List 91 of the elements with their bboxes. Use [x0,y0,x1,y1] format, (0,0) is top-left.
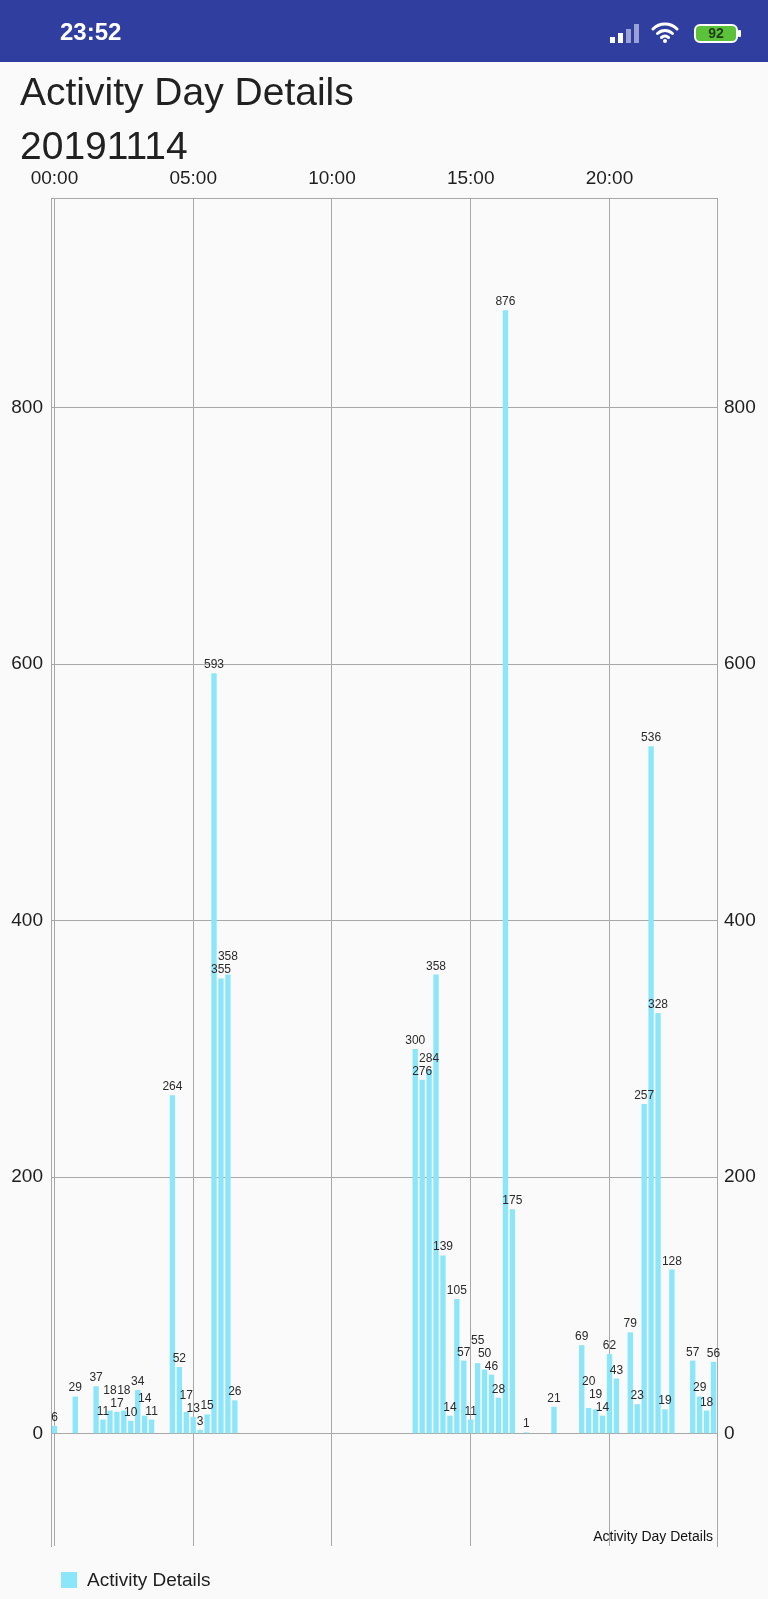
data-label: 23 [630,1388,645,1403]
data-label: 358 [426,958,447,973]
data-label: 3 [196,1413,204,1428]
data-label: 11 [145,1403,159,1418]
data-label: 69 [575,1329,589,1344]
x-tick-label: 10:00 [308,166,356,188]
y-tick-label: 400 [11,908,43,930]
bar [613,1378,620,1434]
data-label: 593 [204,657,225,672]
data-label: 17 [179,1388,194,1402]
data-label: 50 [477,1345,492,1360]
status-bar: 23:52 92 [0,0,768,62]
data-label: 29 [68,1380,83,1395]
chart-title: Activity Day Details [20,69,354,115]
data-label: 14 [443,1399,457,1414]
y2-tick-label: 600 [724,652,756,674]
data-label: 57 [457,1344,471,1359]
data-label: 358 [217,949,239,964]
data-label: 10 [124,1404,138,1419]
bar [72,1396,78,1434]
x-tick-label: 05:00 [169,166,217,188]
y-tick-label: 800 [11,396,43,418]
y2-tick-label: 200 [724,1165,756,1187]
data-label: 128 [661,1253,683,1268]
y-tick-label: 0 [32,1421,43,1443]
bar [509,1209,516,1434]
x-tick-label: 00:00 [30,166,79,188]
y-tick-label: 600 [11,652,43,674]
data-label: 175 [502,1193,523,1208]
bar [551,1406,557,1434]
data-label: 26 [228,1384,242,1399]
bar [495,1397,502,1434]
y2-tick-label: 800 [724,396,756,418]
data-label: 18 [103,1382,117,1397]
data-label: 257 [634,1088,655,1103]
data-label: 1 [522,1416,530,1431]
data-label: 55 [470,1332,485,1347]
data-label: 11 [96,1403,110,1418]
bar [599,1415,606,1434]
data-label: 328 [648,997,669,1012]
data-label: 28 [491,1381,506,1396]
x-tick-label: 20:00 [585,166,634,188]
data-label: 19 [588,1386,603,1401]
data-label: 18 [699,1394,714,1409]
bar [585,1408,592,1434]
data-label: 52 [172,1350,187,1365]
y2-tick-label: 0 [724,1421,735,1443]
data-label: 14 [595,1399,610,1414]
bar [703,1410,710,1434]
data-label: 11 [464,1403,478,1418]
data-label: 19 [658,1393,672,1408]
data-label: 300 [405,1032,426,1047]
data-label: 15 [200,1398,215,1413]
data-label: 79 [623,1316,638,1331]
data-label: 20 [581,1373,596,1388]
y2-tick-label: 400 [724,908,756,930]
annotation: Activity Day Details [593,1528,713,1544]
chart-subtitle: 20191114 [20,124,188,167]
bar [141,1415,148,1434]
data-label: 276 [412,1063,433,1078]
data-label: 21 [547,1390,561,1405]
data-label: 13 [186,1401,201,1415]
data-label: 6 [51,1409,59,1424]
data-label: 14 [137,1390,152,1405]
data-label: 57 [686,1344,700,1359]
bar [51,1425,58,1434]
data-label: 18 [117,1382,131,1397]
legend-label: Activity Details [87,1569,211,1591]
data-label: 105 [446,1283,468,1298]
bar [592,1409,599,1434]
x-tick-label: 15:00 [446,166,495,188]
data-label: 264 [162,1079,183,1094]
data-label: 43 [609,1362,624,1377]
battery-icon: 92 [694,24,741,43]
bar [627,1332,633,1434]
bar [696,1396,703,1434]
data-label: 355 [210,962,232,977]
data-label: 876 [495,294,516,309]
data-label: 139 [432,1239,454,1254]
data-label: 284 [419,1050,440,1065]
data-label: 34 [131,1374,145,1389]
data-label: 56 [706,1345,721,1360]
bar [183,1411,189,1434]
data-label: 17 [110,1395,124,1410]
data-label: 536 [641,730,662,745]
data-label: 46 [484,1358,499,1373]
data-label: 37 [89,1370,104,1385]
data-label: 62 [602,1338,617,1353]
bar [481,1369,488,1434]
y-tick-label: 200 [11,1165,43,1187]
data-label: 29 [692,1380,707,1395]
